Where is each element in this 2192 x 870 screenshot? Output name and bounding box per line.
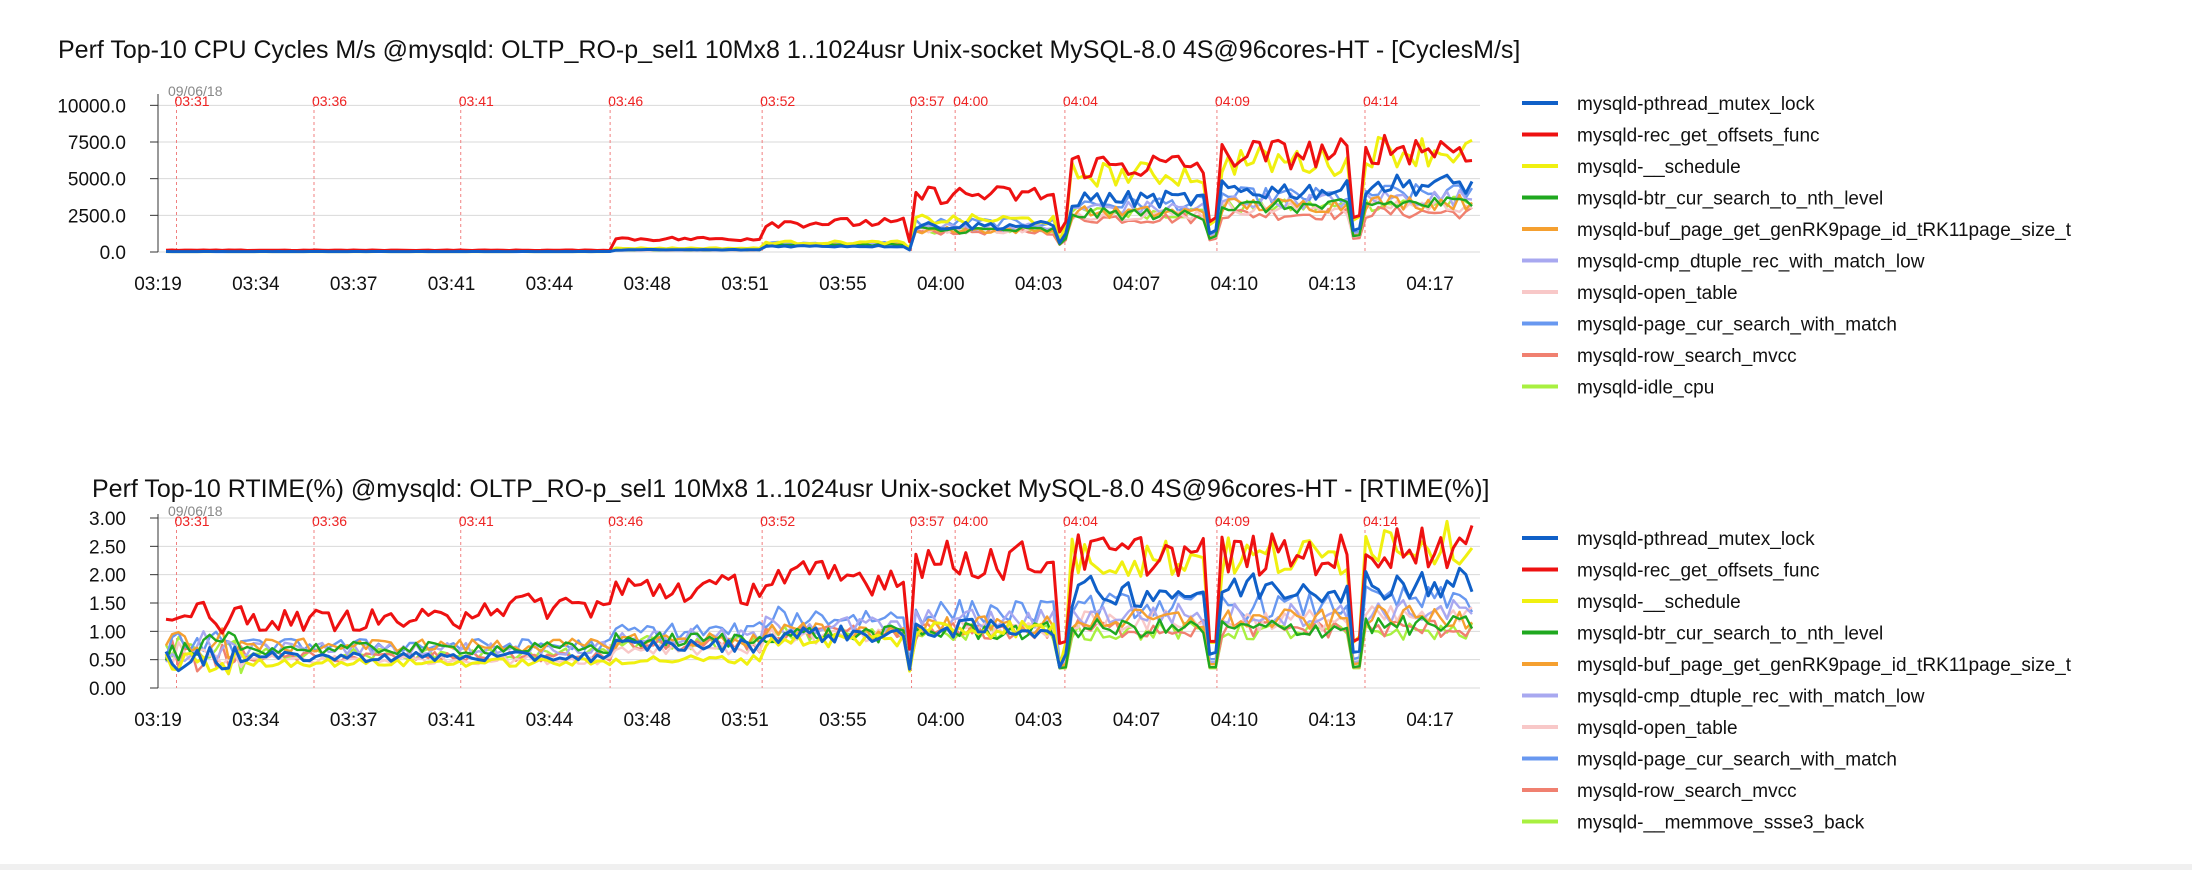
time-marker-label: 03:57: [910, 513, 945, 529]
x-tick-label: 03:41: [428, 274, 476, 295]
time-marker-label: 04:14: [1363, 93, 1398, 109]
y-tick-label: 10000.0: [57, 96, 126, 117]
legend-entry-label: mysqld-rec_get_offsets_func: [1577, 126, 1820, 147]
y-tick-label: 3.00: [89, 509, 126, 530]
time-marker-label: 03:46: [608, 513, 643, 529]
x-tick-label: 03:34: [232, 710, 280, 731]
x-tick-label: 03:51: [721, 274, 769, 295]
legend-entry-label: mysqld-btr_cur_search_to_nth_level: [1577, 624, 1883, 645]
time-marker-label: 03:52: [760, 513, 795, 529]
x-tick-label: 04:07: [1113, 274, 1161, 295]
y-tick-label: 5000.0: [68, 170, 126, 191]
y-tick-label: 2500.0: [68, 206, 126, 227]
time-marker-label: 03:36: [312, 513, 347, 529]
x-tick-label: 04:13: [1308, 710, 1356, 731]
chart-title: Perf Top-10 RTIME(%) @mysqld: OLTP_RO-p_…: [92, 475, 1490, 503]
legend-entry-label: mysqld-pthread_mutex_lock: [1577, 94, 1815, 115]
legend-entry-label: mysqld-cmp_dtuple_rec_with_match_low: [1577, 252, 1925, 273]
bottom-scroll-strip: [0, 864, 2192, 870]
series-line: [165, 525, 1474, 651]
x-tick-label: 03:55: [819, 274, 867, 295]
chart-2: Perf Top-10 RTIME(%) @mysqld: OLTP_RO-p_…: [89, 475, 2072, 834]
x-tick-label: 03:19: [134, 710, 182, 731]
x-tick-label: 03:55: [819, 710, 867, 731]
x-tick-label: 04:07: [1113, 710, 1161, 731]
chart-title: Perf Top-10 CPU Cycles M/s @mysqld: OLTP…: [58, 36, 1520, 64]
legend-entry-label: mysqld-pthread_mutex_lock: [1577, 529, 1815, 550]
x-tick-label: 03:37: [330, 710, 378, 731]
legend-entry-label: mysqld-open_table: [1577, 283, 1738, 304]
legend-entry-label: mysqld-__schedule: [1577, 592, 1741, 613]
legend-entry-label: mysqld-row_search_mvcc: [1577, 346, 1797, 367]
legend-entry-label: mysqld-page_cur_search_with_match: [1577, 315, 1897, 336]
legend-entry-label: mysqld-__schedule: [1577, 157, 1741, 178]
x-tick-label: 04:10: [1211, 710, 1259, 731]
x-tick-label: 04:10: [1211, 274, 1259, 295]
time-marker-label: 03:41: [459, 93, 494, 109]
x-tick-label: 03:19: [134, 274, 182, 295]
x-tick-label: 03:48: [623, 274, 671, 295]
y-tick-label: 0.50: [89, 651, 126, 672]
time-marker-label: 04:00: [953, 513, 988, 529]
marker-date-label: 09/06/18: [168, 503, 223, 519]
x-tick-label: 03:44: [526, 274, 574, 295]
time-marker-label: 03:46: [608, 93, 643, 109]
x-tick-label: 03:51: [721, 710, 769, 731]
series-line: [164, 604, 1473, 670]
time-marker-label: 03:57: [910, 93, 945, 109]
time-marker-label: 03:36: [312, 93, 347, 109]
time-marker-label: 04:00: [953, 93, 988, 109]
time-marker-label: 04:04: [1063, 93, 1098, 109]
legend-entry-label: mysqld-buf_page_get_genRK9page_id_tRK11p…: [1577, 220, 2072, 241]
y-tick-label: 7500.0: [68, 133, 126, 154]
legend-entry-label: mysqld-open_table: [1577, 718, 1738, 739]
legend-entry-label: mysqld-__memmove_ssse3_back: [1577, 813, 1865, 834]
marker-date-label: 09/06/18: [168, 83, 223, 99]
legend-entry-label: mysqld-buf_page_get_genRK9page_id_tRK11p…: [1577, 655, 2072, 676]
time-marker-label: 03:52: [760, 93, 795, 109]
series-line: [164, 519, 1474, 676]
time-marker-label: 03:31: [175, 513, 210, 529]
x-tick-label: 03:48: [623, 710, 671, 731]
time-marker-label: 04:09: [1215, 513, 1250, 529]
time-marker-label: 04:09: [1215, 93, 1250, 109]
x-tick-label: 03:37: [330, 274, 378, 295]
x-tick-label: 04:00: [917, 274, 965, 295]
y-tick-label: 0.00: [89, 679, 126, 700]
y-tick-label: 1.50: [89, 594, 126, 615]
x-tick-label: 03:41: [428, 710, 476, 731]
y-tick-label: 0.0: [100, 243, 126, 264]
series-line: [165, 133, 1473, 252]
series-line: [165, 173, 1474, 254]
legend-entry-label: mysqld-idle_cpu: [1577, 378, 1714, 399]
x-tick-label: 04:03: [1015, 710, 1063, 731]
time-marker-label: 04:04: [1063, 513, 1098, 529]
time-marker-label: 04:14: [1363, 513, 1398, 529]
legend-entry-label: mysqld-row_search_mvcc: [1577, 781, 1797, 802]
x-tick-label: 03:34: [232, 274, 280, 295]
x-tick-label: 03:44: [526, 710, 574, 731]
y-tick-label: 2.00: [89, 566, 126, 587]
x-tick-label: 04:17: [1406, 274, 1454, 295]
y-tick-label: 2.50: [89, 537, 126, 558]
legend-entry-label: mysqld-btr_cur_search_to_nth_level: [1577, 189, 1883, 210]
legend-entry-label: mysqld-page_cur_search_with_match: [1577, 750, 1897, 771]
x-tick-label: 04:17: [1406, 710, 1454, 731]
time-marker-label: 03:41: [459, 513, 494, 529]
series-line: [166, 135, 1473, 254]
x-tick-label: 04:03: [1015, 274, 1063, 295]
time-marker-label: 03:31: [175, 93, 210, 109]
x-tick-label: 04:00: [917, 710, 965, 731]
chart-1: Perf Top-10 CPU Cycles M/s @mysqld: OLTP…: [57, 36, 2071, 399]
legend-entry-label: mysqld-cmp_dtuple_rec_with_match_low: [1577, 687, 1925, 708]
series-line: [164, 566, 1474, 673]
x-tick-label: 04:13: [1308, 274, 1356, 295]
legend-entry-label: mysqld-rec_get_offsets_func: [1577, 561, 1820, 582]
y-tick-label: 1.00: [89, 622, 126, 643]
